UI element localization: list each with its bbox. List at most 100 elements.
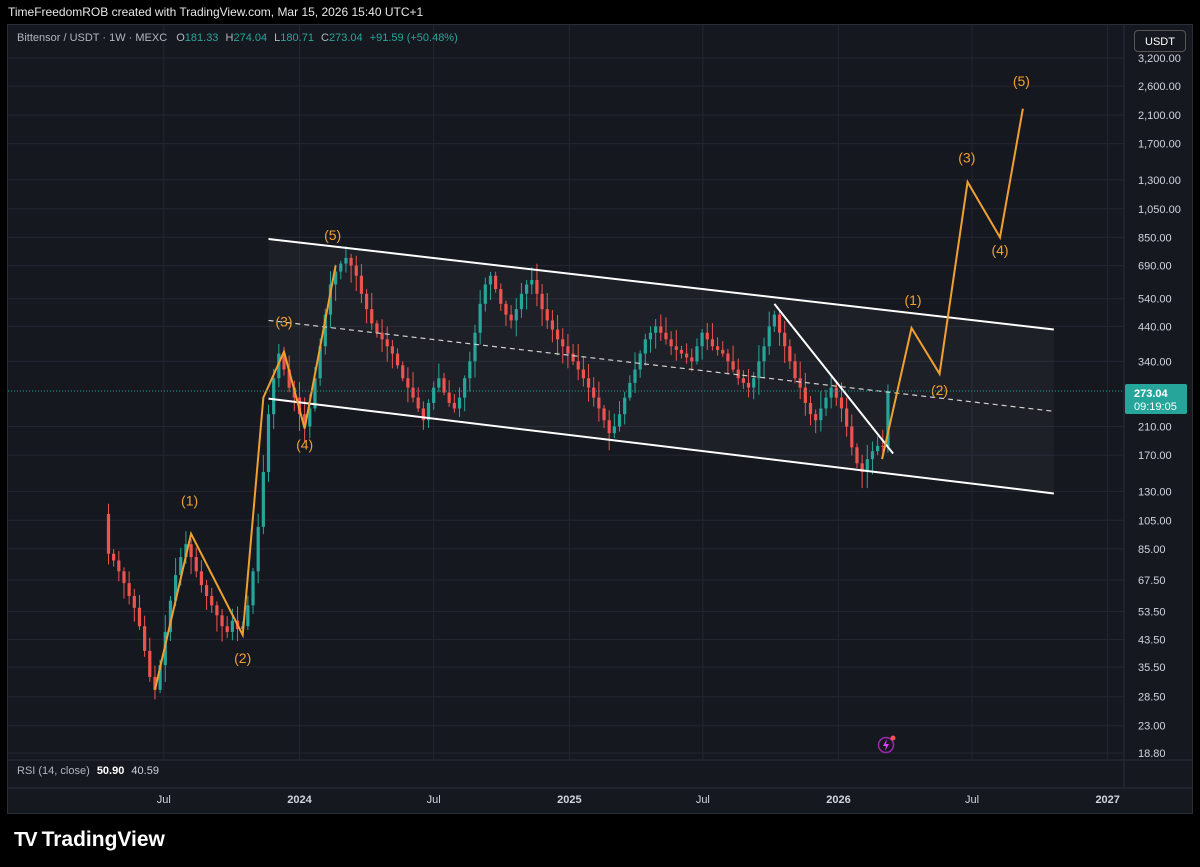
candle-body <box>478 303 482 333</box>
y-tick-label: 85.00 <box>1138 544 1166 556</box>
candle-body <box>194 557 198 572</box>
candle-body <box>648 332 653 340</box>
candle-body <box>416 397 420 409</box>
tradingview-logo[interactable]: TV TradingView <box>14 828 165 852</box>
currency-button[interactable]: USDT <box>1134 30 1186 52</box>
breakout-trendline[interactable] <box>773 303 894 455</box>
candle-body <box>112 553 116 561</box>
candle-body <box>499 289 503 304</box>
candle-body <box>328 284 333 315</box>
candle-body <box>364 293 369 310</box>
candle-body <box>555 329 560 340</box>
y-tick-label: 850.00 <box>1138 232 1172 244</box>
candle-body <box>586 378 591 388</box>
candle-body <box>736 369 740 379</box>
candle-body <box>571 353 575 362</box>
candle-body <box>380 332 384 340</box>
candle-body <box>561 339 565 347</box>
candle-body <box>870 451 875 460</box>
y-tick-label: 1,300.00 <box>1138 175 1181 187</box>
rsi-value-2: 40.59 <box>131 765 159 777</box>
candle-body <box>612 426 616 434</box>
y-tick-label: 1,050.00 <box>1138 204 1181 216</box>
candle-body <box>767 326 771 347</box>
candle-body <box>189 544 193 558</box>
wave-line[interactable] <box>881 108 1024 460</box>
candle-body <box>679 349 684 354</box>
candle-body <box>881 445 885 447</box>
open-label: O <box>176 32 185 44</box>
alert-icon[interactable] <box>877 735 896 754</box>
x-tick-label: 2026 <box>826 794 850 806</box>
y-tick-label: 2,100.00 <box>1138 110 1181 122</box>
candle-body <box>581 369 585 379</box>
candle-body <box>710 339 715 347</box>
candle-body <box>819 408 823 421</box>
candle-body <box>746 382 751 388</box>
candle-body <box>215 605 219 616</box>
candle-body <box>850 426 854 448</box>
candle-body <box>566 346 570 354</box>
low-label: L <box>274 32 281 44</box>
rsi-label: RSI (14, close) <box>17 765 90 777</box>
wave-line[interactable] <box>153 265 337 690</box>
candle-body <box>199 571 204 586</box>
y-tick-label: 340.00 <box>1138 356 1172 368</box>
candle-body <box>783 332 787 347</box>
candle-body <box>628 382 632 398</box>
candle-body <box>173 575 178 601</box>
candle-body <box>401 365 405 379</box>
candle-body <box>752 378 756 388</box>
channel-upper-line[interactable] <box>268 237 1054 331</box>
candle-body <box>179 557 183 576</box>
candle-body <box>370 309 374 324</box>
price-axis[interactable]: 3,200.00 2,600.00 2,100.00 1,700.00 1,300.00… <box>1138 53 1181 760</box>
candle-body <box>153 676 157 690</box>
candle-body <box>617 414 622 427</box>
candle-body <box>592 387 596 398</box>
candle-body <box>137 607 142 627</box>
wave-label: (1) <box>904 292 921 308</box>
candle-body <box>654 326 658 333</box>
symbol-name: Bittensor / USDT · 1W · MEXC <box>17 32 168 44</box>
candle-body <box>220 615 224 627</box>
rsi-legend[interactable]: RSI (14, close) 50.90 40.59 <box>17 765 159 777</box>
low-value: 180.71 <box>280 32 314 44</box>
change-value: +91.59 (+50.48%) <box>369 32 458 44</box>
channel-mid-line[interactable] <box>268 319 1054 412</box>
attribution-bar: TimeFreedomROB created with TradingView.… <box>0 0 1200 24</box>
y-tick-label: 28.50 <box>1138 692 1166 704</box>
channel-lower-line[interactable] <box>268 397 1054 495</box>
high-value: 274.04 <box>233 32 268 44</box>
candle-body <box>204 585 209 596</box>
candle-body <box>793 361 797 379</box>
y-tick-label: 690.00 <box>1138 261 1172 273</box>
candle-body <box>432 387 436 403</box>
candle-body <box>814 414 818 421</box>
y-tick-label: 3,200.00 <box>1138 53 1181 65</box>
candle-body <box>886 391 890 447</box>
candle-body <box>421 408 425 421</box>
high-label: H <box>225 32 234 44</box>
y-tick-label: 18.80 <box>1138 748 1166 760</box>
symbol-legend[interactable]: Bittensor / USDT · 1W · MEXC O181.33 H27… <box>17 32 458 44</box>
open-value: 181.33 <box>184 32 219 44</box>
wave-label: (4) <box>991 242 1008 258</box>
candle-body <box>354 265 358 276</box>
x-tick-label: 2025 <box>557 794 581 806</box>
y-tick-label: 67.50 <box>1138 575 1166 587</box>
candle-body <box>261 472 265 527</box>
candle-body <box>148 650 152 677</box>
candle-body <box>184 544 188 558</box>
candle-body <box>313 378 317 409</box>
candle-body <box>303 414 307 427</box>
candle-body <box>834 387 838 398</box>
candle-body <box>225 626 229 632</box>
candle-body <box>334 271 338 285</box>
y-tick-label: 1,700.00 <box>1138 139 1181 151</box>
candle-body <box>143 626 147 651</box>
time-axis[interactable]: Jul 2024 Jul 2025 Jul 2026 Jul 2027 <box>157 794 1120 806</box>
candle-body <box>597 397 601 409</box>
candle-body <box>540 293 544 310</box>
